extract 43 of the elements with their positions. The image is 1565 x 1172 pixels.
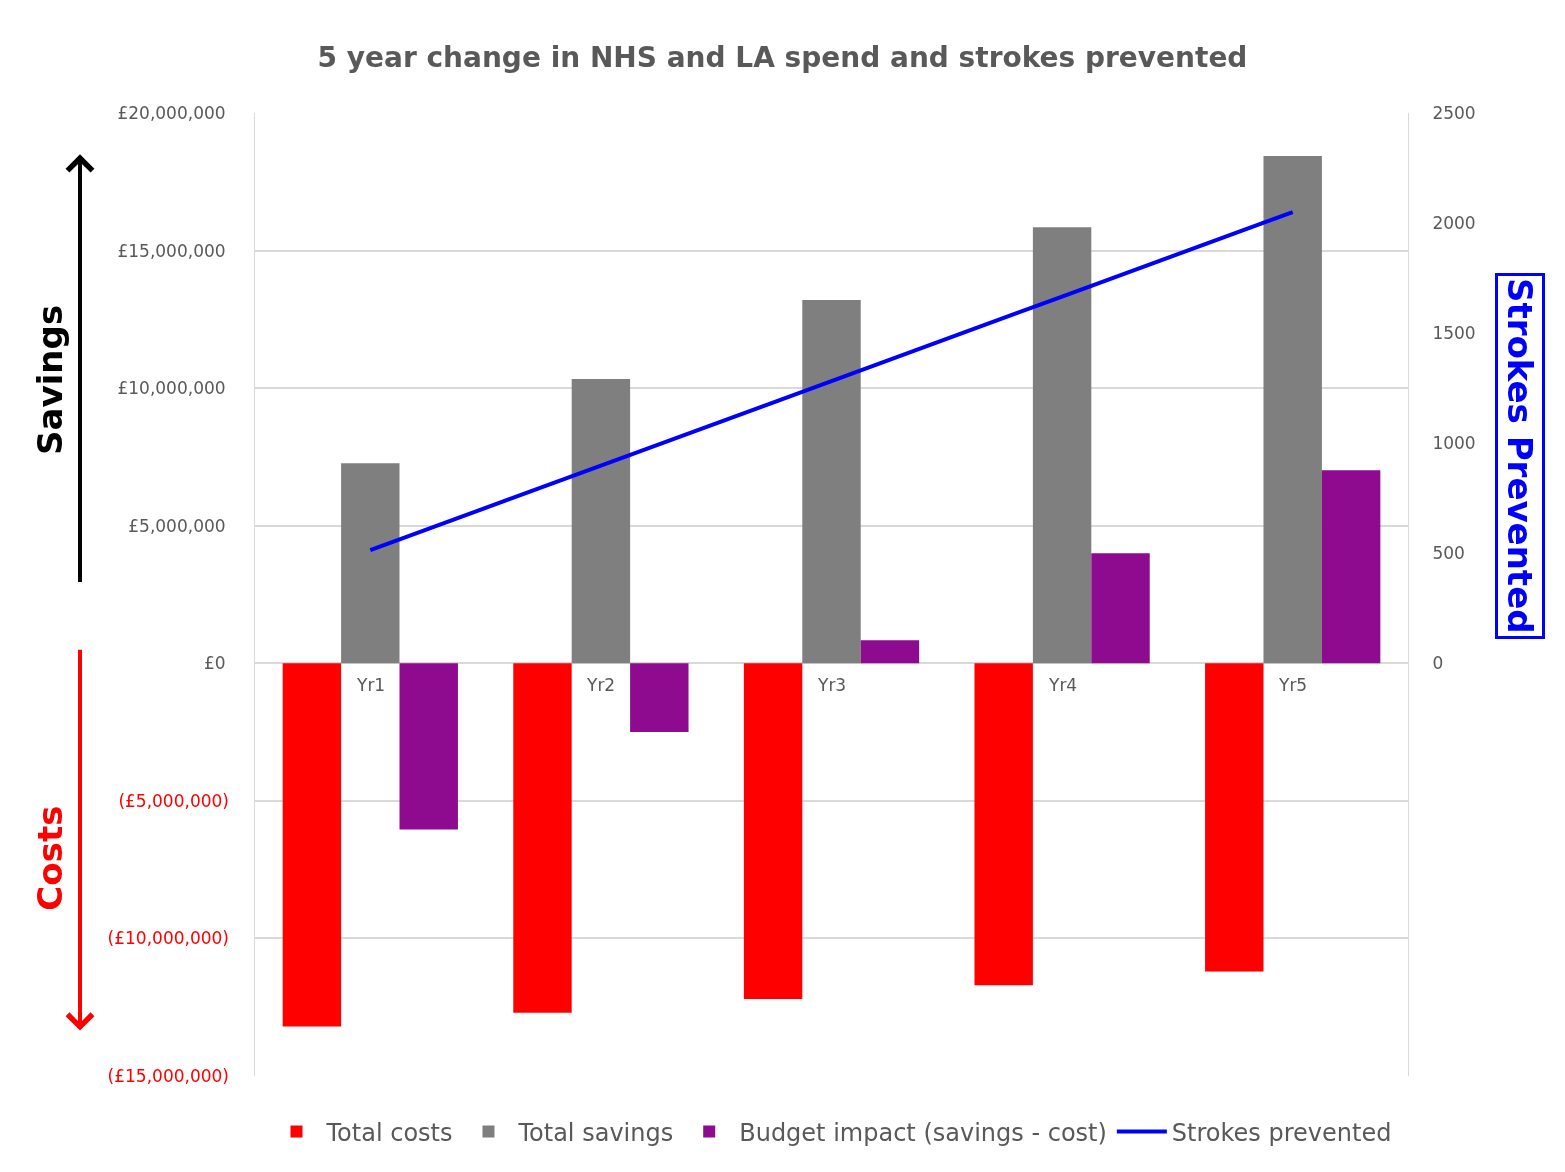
y-tick-label: (£10,000,000): [107, 928, 229, 949]
x-tick-label: Yr5: [1278, 675, 1308, 695]
y-tick-label: (£15,000,000): [107, 1065, 229, 1086]
y-tick-label: £0: [203, 653, 226, 674]
y2-axis-title: Strokes Prevented: [1500, 278, 1540, 634]
y-tick-label: £20,000,000: [117, 102, 226, 123]
y-tick-label: £5,000,000: [128, 515, 226, 536]
bar: [1263, 155, 1322, 664]
bar: [571, 379, 631, 664]
bar: [802, 300, 861, 664]
x-tick-label: Yr3: [817, 675, 847, 695]
bar: [1321, 470, 1381, 664]
x-tick-label: Yr1: [356, 675, 386, 695]
bar: [860, 640, 920, 664]
bar: [513, 663, 572, 1013]
y2-tick-label: 2500: [1432, 102, 1476, 123]
text: Savings: [30, 304, 71, 455]
bar: [399, 663, 458, 830]
bar: [1032, 227, 1092, 664]
chart-title: 5 year change in NHS and LA spend and strokes prevented: [317, 40, 1248, 74]
y2-tick-label: 0: [1432, 653, 1444, 674]
legend-label: Total costs: [325, 1118, 453, 1147]
y-tick-label: (£5,000,000): [118, 790, 229, 811]
y-tick-label: £15,000,000: [117, 240, 226, 261]
y-tick-label: £10,000,000: [117, 378, 226, 399]
bar: [282, 663, 342, 1027]
bar: [1205, 663, 1264, 972]
bar: [630, 663, 689, 733]
text: Costs: [30, 805, 71, 911]
bar: [743, 663, 803, 999]
x-tick-label: Yr4: [1048, 675, 1078, 695]
y2-tick-label: 1000: [1432, 433, 1476, 454]
bar: [341, 463, 400, 664]
bar: [1091, 553, 1150, 664]
x-tick-label: Yr2: [586, 675, 616, 695]
bar: [974, 663, 1033, 986]
y2-tick-label: 1500: [1432, 323, 1476, 344]
legend-label: Total savings: [517, 1118, 674, 1147]
legend-label: Strokes prevented: [1171, 1118, 1392, 1147]
legend-label: Budget impact (savings - cost): [739, 1118, 1107, 1147]
y2-tick-label: 2000: [1432, 213, 1476, 234]
y2-tick-label: 500: [1432, 543, 1465, 564]
line-series: [368, 210, 1295, 553]
